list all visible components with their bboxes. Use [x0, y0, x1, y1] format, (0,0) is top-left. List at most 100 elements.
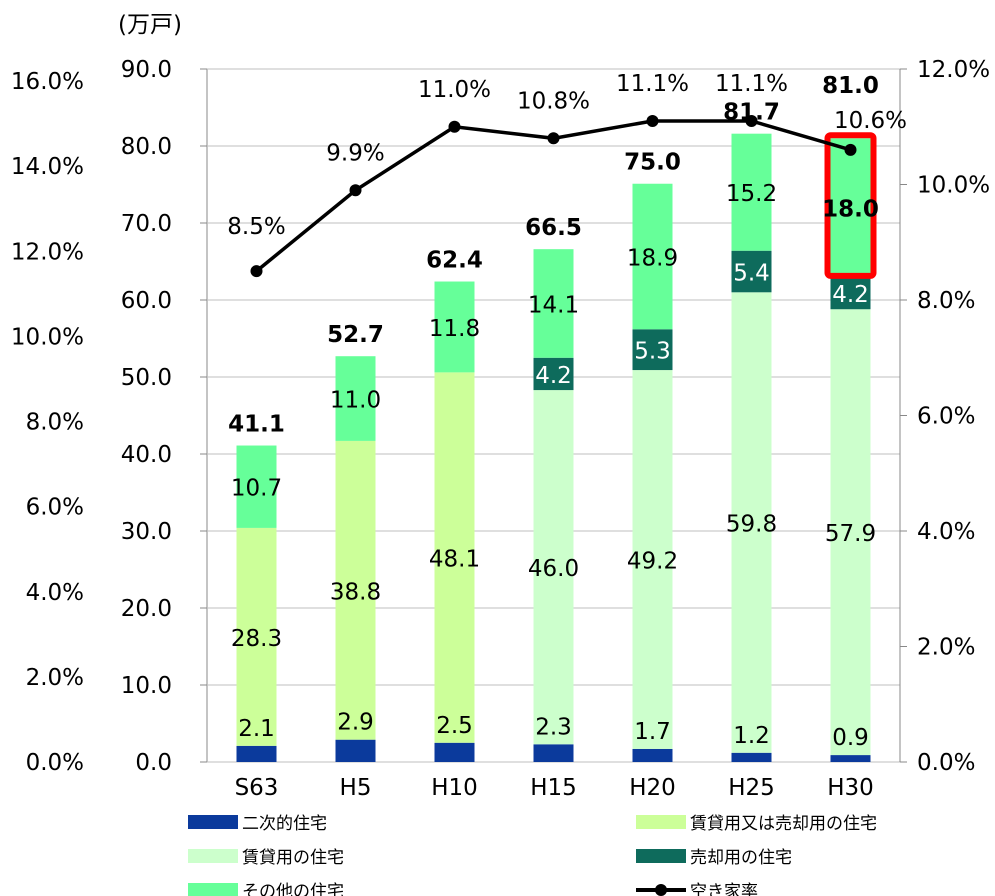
segment-label: 14.1: [528, 292, 579, 318]
vacancy-rate-label: 11.1%: [715, 71, 788, 97]
secondary-tick-label: 10.0%: [917, 173, 990, 199]
segment-label: 15.2: [726, 181, 777, 207]
vacancy-rate-point: [547, 132, 560, 145]
vacancy-rate-point: [250, 265, 263, 278]
vacancy-rate-label: 11.0%: [418, 77, 491, 103]
vacancy-rate-label: 8.5%: [227, 214, 285, 240]
segment-label: 11.0: [330, 388, 381, 414]
bar-segment: [632, 329, 673, 371]
total-label: 41.1: [228, 412, 285, 438]
segment-label: 46.0: [528, 556, 579, 582]
primary-axis: 0.0 10.0 20.0 30.0 40.0 50.0 60.0 70.0 80.0 90.0: [121, 57, 900, 776]
legend-swatch: [636, 815, 686, 829]
legend-line-marker: [655, 884, 667, 896]
bar-segment: [335, 440, 376, 740]
secondary-axis: 0.0% 2.0% 4.0% 6.0% 8.0% 10.0% 12.0%: [899, 57, 990, 776]
segment-label: 38.8: [330, 579, 381, 605]
bar-segment: [335, 739, 376, 762]
vacancy-rate-label: 9.9%: [326, 140, 384, 166]
segment-label: 10.7: [231, 476, 282, 502]
x-tick-label: H10: [431, 775, 478, 801]
x-tick-label: H15: [530, 775, 577, 801]
left-tick-label: 10.0%: [11, 324, 84, 350]
stacked-bars: [236, 133, 871, 762]
legend-label: 二次的住宅: [242, 814, 327, 834]
bar-segment: [236, 527, 277, 746]
bar-segment: [731, 752, 772, 762]
total-label: 81.0: [822, 73, 879, 99]
primary-tick-label: 10.0: [121, 673, 172, 699]
bar-segment: [434, 372, 475, 743]
highlight-box: [824, 132, 877, 279]
x-tick-label: H20: [629, 775, 676, 801]
primary-tick-label: 60.0: [121, 288, 172, 314]
vacancy-rate-point: [448, 120, 461, 133]
vacancy-rate-point: [349, 184, 362, 197]
bar-segment: [335, 356, 376, 441]
segment-label: 4.2: [535, 363, 572, 389]
left-tick-label: 2.0%: [26, 665, 84, 691]
segment-label: 1.7: [634, 719, 671, 745]
legend-label: 空き家率: [690, 882, 758, 896]
bar-segment: [434, 742, 475, 762]
left-tick-label: 0.0%: [26, 750, 84, 776]
segment-label: 57.9: [825, 521, 876, 547]
left-tick-label: 12.0%: [11, 239, 84, 265]
legend-swatch: [188, 815, 238, 829]
total-label: 81.7: [723, 100, 780, 126]
bar-segment: [632, 748, 673, 762]
bar-segment: [533, 357, 574, 391]
segment-label: 59.8: [726, 512, 777, 538]
bar-segment: [830, 138, 871, 277]
primary-tick-label: 0.0: [135, 750, 172, 776]
segment-label: 2.3: [535, 714, 572, 740]
bar-segment: [731, 250, 772, 293]
bar-segment: [731, 292, 772, 753]
data-labels: 2.1 28.3 10.7 2.9 38.8 11.0 2.5 48.1 11.8 2.3 46.0…: [228, 73, 879, 751]
primary-tick-label: 90.0: [121, 57, 172, 83]
segment-label: 18.9: [627, 245, 678, 271]
legend-swatch: [636, 849, 686, 863]
x-tick-label: H25: [728, 775, 775, 801]
bar-segment: [632, 183, 673, 330]
bar-segment: [830, 309, 871, 756]
x-tick-label: S63: [235, 775, 279, 801]
legend-label: 賃貸用又は売却用の住宅: [690, 814, 877, 834]
legend-label: 売却用の住宅: [690, 848, 792, 868]
x-tick-label: H30: [827, 775, 874, 801]
highlight-rect: [824, 132, 877, 279]
secondary-tick-label: 4.0%: [917, 519, 975, 545]
x-tick-label: H5: [340, 775, 372, 801]
vacancy-rate-point: [844, 143, 857, 156]
segment-label: 49.2: [627, 548, 678, 574]
bar-segment: [830, 276, 871, 310]
vacancy-rate-line: 8.5% 9.9% 11.0% 10.8% 11.1% 11.1% 10.6%: [227, 71, 907, 278]
vacancy-rate-point: [745, 114, 758, 127]
left-tick-label: 6.0%: [26, 495, 84, 521]
unit-label: (万戸): [118, 12, 182, 38]
vacancy-rate-label: 11.1%: [616, 71, 689, 97]
segment-label: 2.9: [337, 710, 374, 736]
segment-label: 18.0: [822, 197, 879, 223]
primary-tick-label: 30.0: [121, 519, 172, 545]
segment-label: 2.5: [436, 713, 473, 739]
secondary-tick-label: 6.0%: [917, 404, 975, 430]
bar-segment: [236, 745, 277, 762]
total-label: 75.0: [624, 150, 681, 176]
primary-tick-label: 20.0: [121, 596, 172, 622]
legend-label: その他の住宅: [242, 882, 344, 896]
left-axis: 0.0% 2.0% 4.0% 6.0% 8.0% 10.0% 12.0% 14.0% 16.0%: [11, 69, 84, 776]
bar-segment: [533, 249, 574, 358]
segment-label: 5.4: [733, 261, 770, 287]
legend-swatch: [188, 849, 238, 863]
bar-segment: [830, 755, 871, 762]
segment-label: 5.3: [634, 339, 671, 365]
bar-segment: [434, 281, 475, 373]
secondary-tick-label: 8.0%: [917, 288, 975, 314]
secondary-tick-label: 12.0%: [917, 57, 990, 83]
segment-label: 2.1: [238, 716, 275, 742]
primary-tick-label: 80.0: [121, 134, 172, 160]
segment-label: 28.3: [231, 626, 282, 652]
